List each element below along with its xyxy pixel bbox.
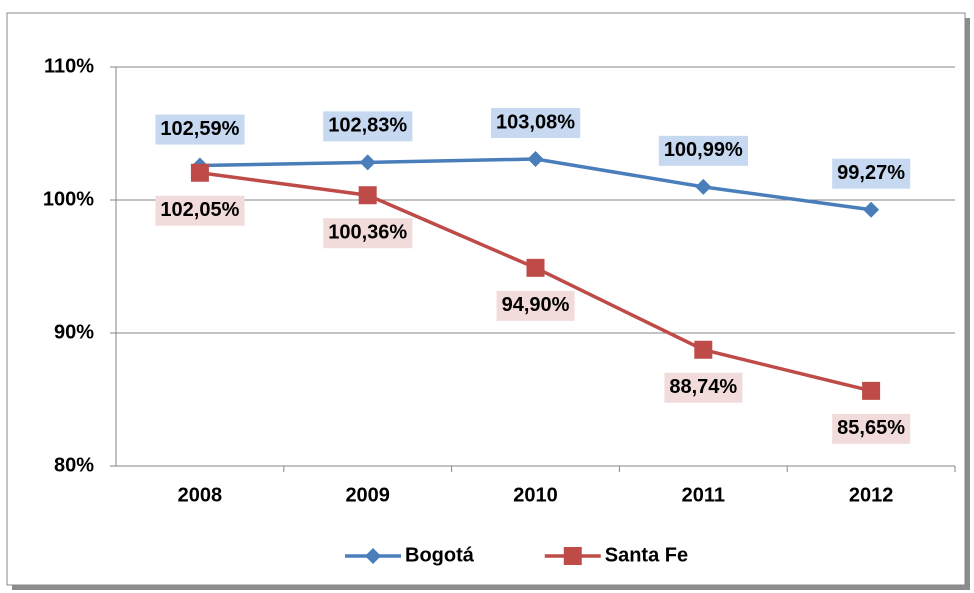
point (358, 186, 377, 205)
value-label: 94,90% (496, 290, 575, 321)
point (359, 154, 376, 171)
value-label: 102,59% (155, 114, 245, 145)
value-label: 100,36% (323, 218, 413, 249)
value-label-bg (155, 195, 245, 226)
value-label-bg (496, 290, 575, 321)
y-tick-label: 110% (44, 55, 94, 77)
x-tick-label: 2008 (178, 484, 223, 506)
value-label-bg (323, 218, 413, 249)
value-label-text: 88,74% (669, 376, 737, 398)
value-label-text: 100,36% (328, 221, 407, 243)
y-tick-label: 80% (54, 454, 94, 476)
y-tick-label: 100% (43, 188, 94, 210)
point (190, 163, 209, 182)
value-label-text: 103,08% (496, 111, 575, 133)
x-tick-label: 2012 (849, 484, 894, 506)
value-label-bg (658, 135, 748, 166)
value-label: 99,27% (832, 158, 911, 189)
value-label-text: 102,05% (160, 199, 239, 221)
legend-marker (365, 548, 381, 564)
value-label-text: 94,90% (502, 294, 570, 316)
value-label-bg (832, 158, 911, 189)
value-label-text: 102,83% (328, 115, 407, 137)
value-label: 103,08% (491, 108, 581, 139)
point (527, 151, 544, 168)
point (862, 381, 881, 400)
value-label: 102,83% (323, 111, 413, 142)
point (526, 258, 545, 277)
x-tick-label: 2011 (682, 484, 725, 506)
value-label: 88,74% (664, 372, 743, 403)
value-label: 85,65% (832, 413, 911, 444)
frame (6, 12, 966, 586)
value-label-bg (664, 372, 743, 403)
legend-label: Santa Fe (605, 544, 688, 566)
value-label: 100,99% (658, 135, 748, 166)
point (863, 201, 880, 218)
value-label-text: 102,59% (160, 118, 239, 140)
value-label-text: 100,99% (664, 139, 743, 161)
value-label-bg (155, 114, 245, 145)
value-label-bg (323, 111, 413, 142)
value-label-text: 99,27% (837, 162, 905, 184)
point (695, 178, 712, 195)
legend-marker (563, 547, 582, 565)
x-tick-label: 2009 (345, 484, 390, 506)
legend-label: Bogotá (405, 544, 475, 566)
value-label-bg (491, 108, 581, 139)
x-tick-label: 2010 (513, 484, 558, 506)
point (694, 340, 713, 359)
value-label-bg (832, 413, 911, 444)
value-label-text: 85,65% (837, 417, 905, 439)
value-label: 102,05% (155, 195, 245, 226)
y-tick-label: 90% (54, 321, 94, 343)
